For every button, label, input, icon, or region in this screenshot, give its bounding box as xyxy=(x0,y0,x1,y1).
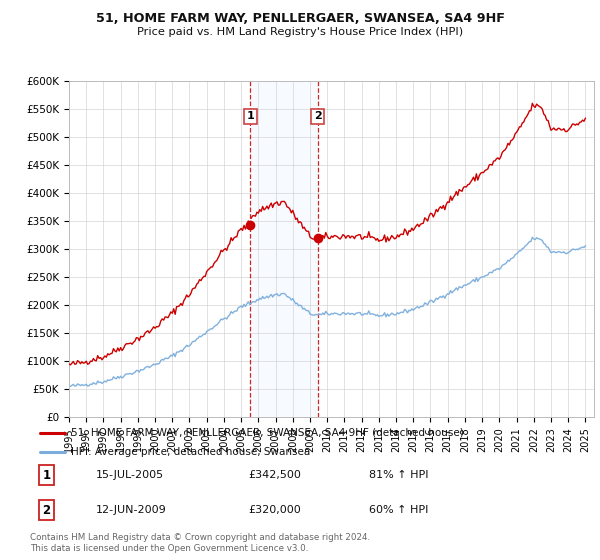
Text: 15-JUL-2005: 15-JUL-2005 xyxy=(95,470,164,480)
Text: 2: 2 xyxy=(314,111,322,122)
Text: 60% ↑ HPI: 60% ↑ HPI xyxy=(368,505,428,515)
Bar xyxy=(250,81,318,417)
Text: £342,500: £342,500 xyxy=(248,470,301,480)
Text: 51, HOME FARM WAY, PENLLERGAER, SWANSEA, SA4 9HF (detached house): 51, HOME FARM WAY, PENLLERGAER, SWANSEA,… xyxy=(71,428,464,438)
Text: 12-JUN-2009: 12-JUN-2009 xyxy=(95,505,166,515)
Text: HPI: Average price, detached house, Swansea: HPI: Average price, detached house, Swan… xyxy=(71,447,310,457)
Text: 1: 1 xyxy=(247,111,254,122)
Text: 51, HOME FARM WAY, PENLLERGAER, SWANSEA, SA4 9HF: 51, HOME FARM WAY, PENLLERGAER, SWANSEA,… xyxy=(95,12,505,25)
Text: 81% ↑ HPI: 81% ↑ HPI xyxy=(368,470,428,480)
Text: £320,000: £320,000 xyxy=(248,505,301,515)
Text: 1: 1 xyxy=(43,469,50,482)
Text: Contains HM Land Registry data © Crown copyright and database right 2024.
This d: Contains HM Land Registry data © Crown c… xyxy=(30,533,370,553)
Text: Price paid vs. HM Land Registry's House Price Index (HPI): Price paid vs. HM Land Registry's House … xyxy=(137,27,463,37)
Text: 2: 2 xyxy=(43,504,50,517)
